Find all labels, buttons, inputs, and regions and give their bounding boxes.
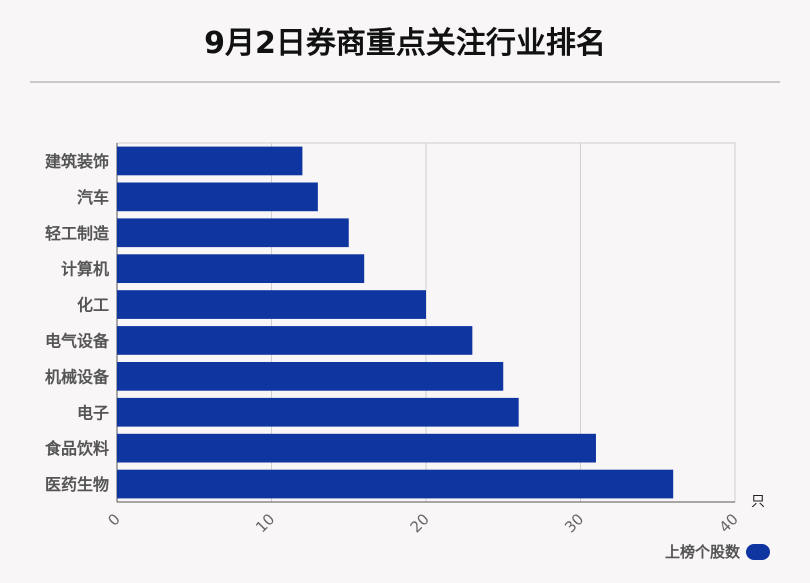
bar [117, 469, 674, 499]
y-category-label: 建筑装饰 [45, 152, 109, 171]
legend-swatch [746, 543, 770, 560]
x-tick-label: 20 [407, 510, 433, 536]
x-tick-label: 10 [252, 510, 278, 536]
bar [117, 433, 596, 463]
bar [117, 290, 426, 319]
x-tick-label: 40 [716, 510, 742, 536]
bar [117, 254, 365, 284]
y-category-label: 电气设备 [45, 331, 110, 350]
bar [117, 361, 504, 391]
bar [117, 182, 318, 212]
title-divider [30, 81, 780, 83]
x-tick-label: 30 [561, 510, 587, 536]
bar [117, 326, 473, 355]
y-category-label: 机械设备 [45, 367, 110, 386]
bar [117, 397, 519, 427]
chart-title: 9月2日券商重点关注行业排名 [204, 26, 606, 61]
y-category-label: 化工 [77, 296, 109, 315]
y-category-label: 电子 [77, 403, 109, 422]
legend: 上榜个股数 [665, 541, 770, 562]
x-unit-label: 只 [751, 494, 765, 510]
y-category-label: 计算机 [61, 260, 109, 279]
y-category-label: 医药生物 [45, 475, 109, 494]
y-category-label: 汽车 [77, 188, 109, 207]
bar [117, 146, 303, 176]
bar [117, 218, 349, 248]
y-category-label: 轻工制造 [45, 224, 110, 243]
x-tick-label: 0 [104, 510, 123, 529]
legend-label: 上榜个股数 [664, 543, 740, 561]
y-category-label: 食品饮料 [44, 439, 109, 458]
